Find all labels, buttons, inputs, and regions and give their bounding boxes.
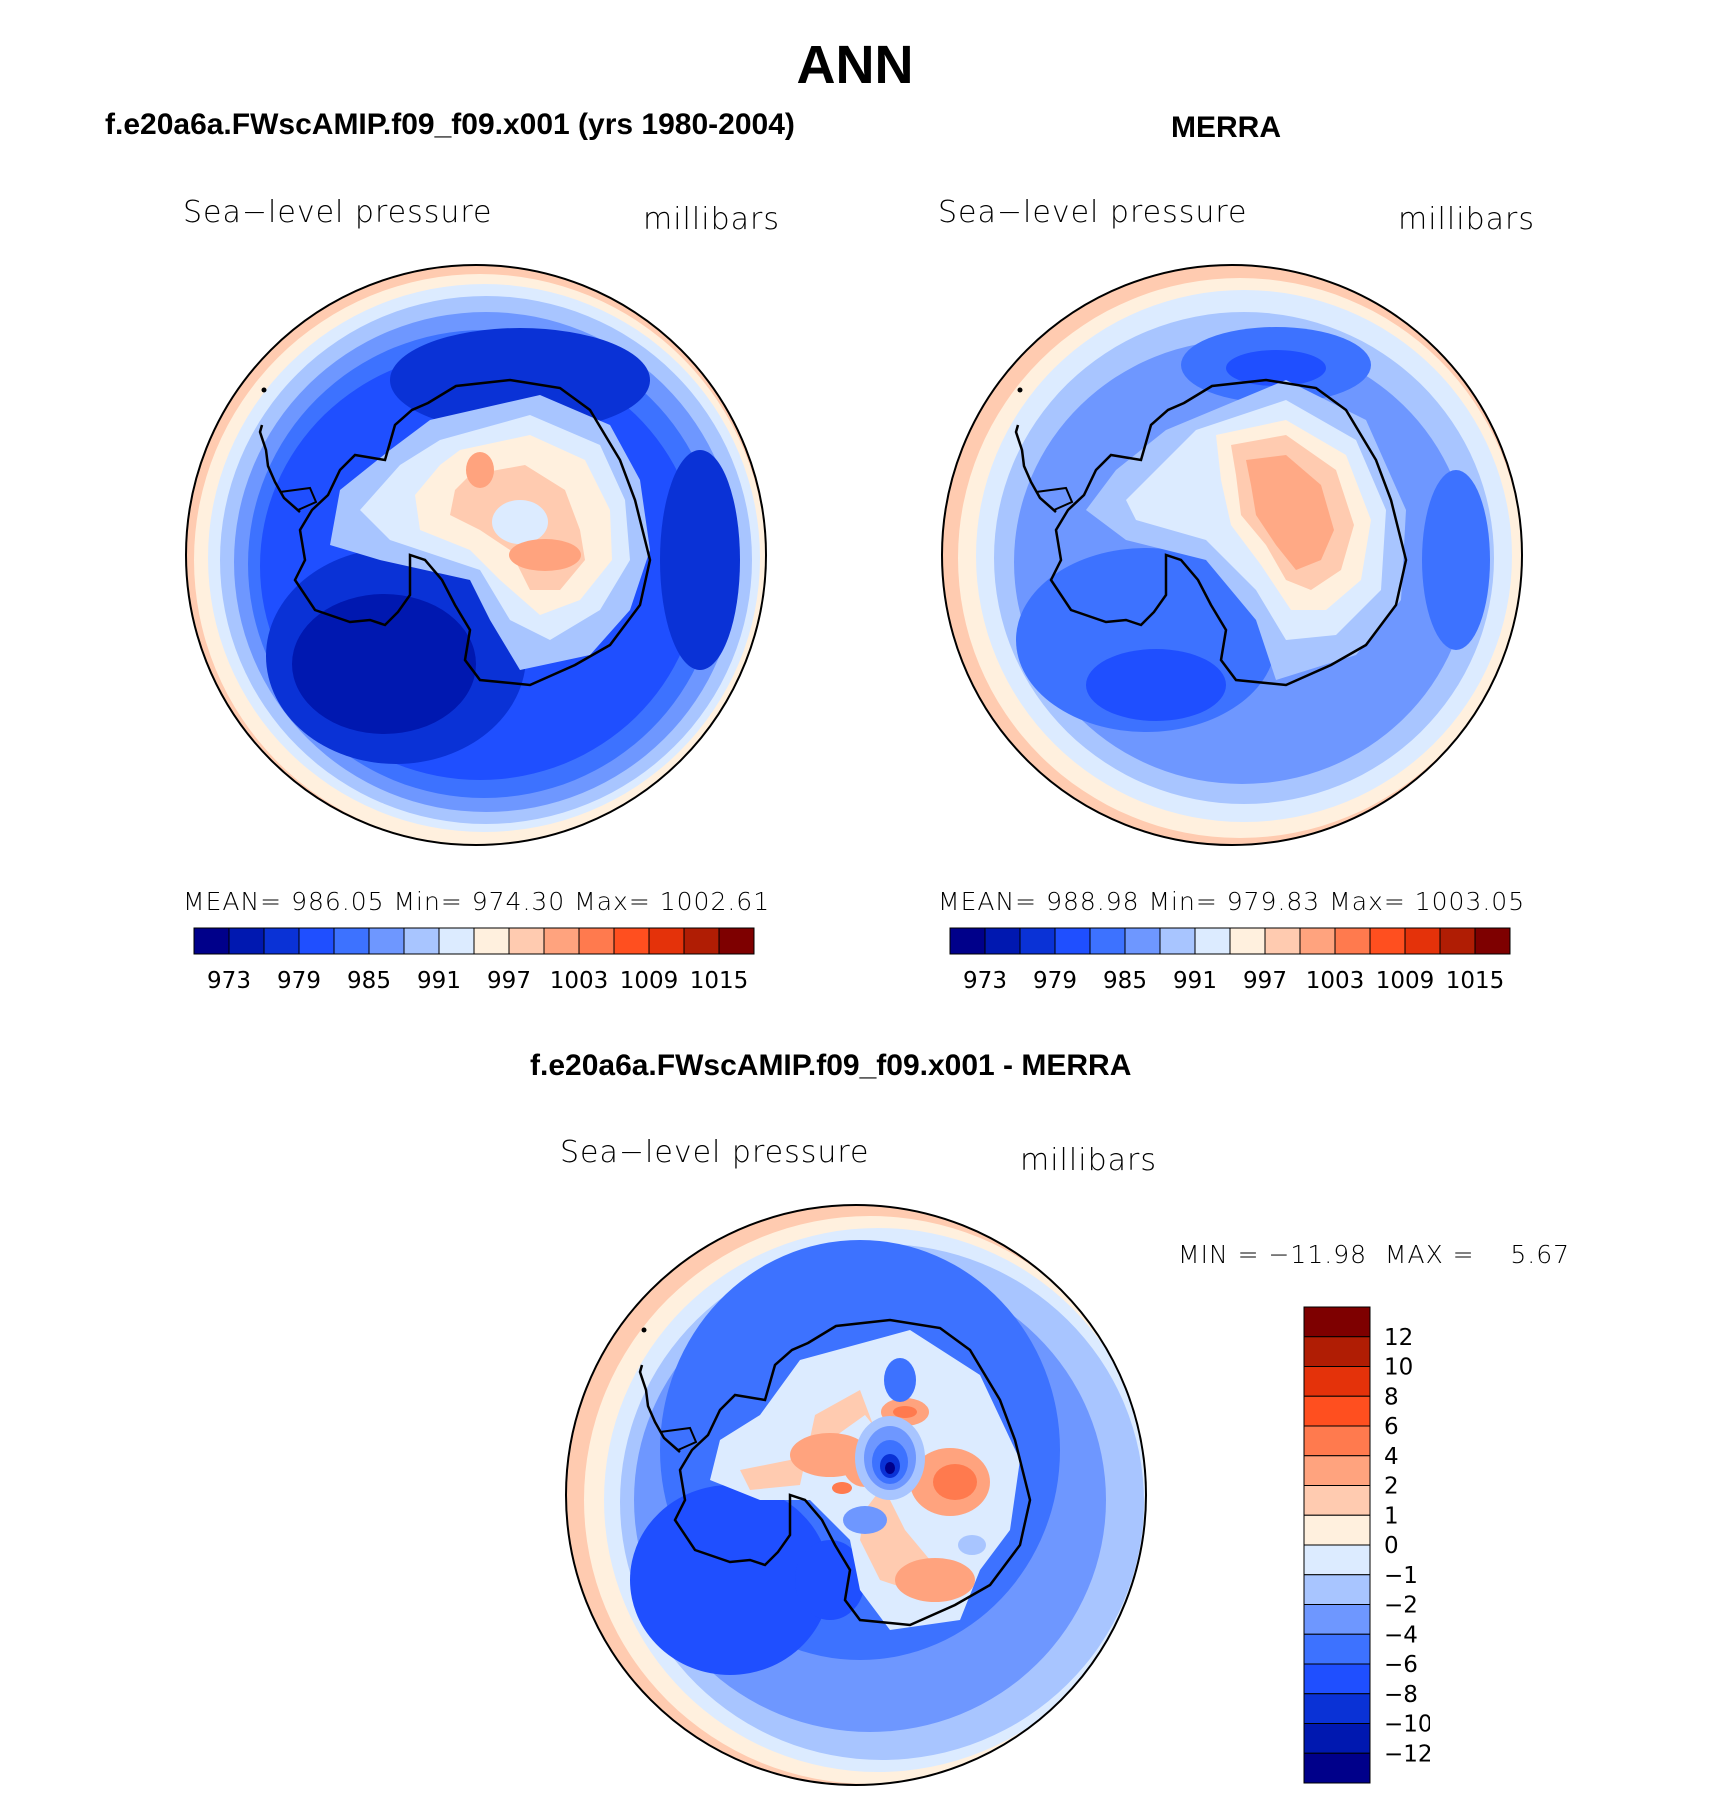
diff-colorbar-swatch (1303, 1574, 1371, 1605)
left-colorbar-swatch (473, 927, 510, 955)
diff-colorbar-tick-label: 8 (1384, 1384, 1399, 1410)
diff-colorbar-swatch (1303, 1633, 1371, 1665)
main-title: ANN (796, 35, 914, 95)
diff-panel-title: f.e20a6a.FWscAMIP.f09_f09.x001 - MERRA (530, 1049, 1132, 1082)
diff-colorbar-swatch (1303, 1604, 1371, 1635)
diff-colorbar-tick-label: −2 (1384, 1593, 1418, 1619)
diff-polar-map (565, 1204, 1147, 1786)
left-colorbar-swatch (298, 927, 335, 955)
left-variable-label: Sea−level pressure (183, 195, 493, 230)
right-colorbar-swatch (1474, 927, 1511, 955)
left-colorbar-swatch (333, 927, 370, 955)
right-colorbar-tick-label: 985 (1103, 968, 1147, 994)
left-colorbar-swatch (438, 927, 475, 955)
right-colorbar-swatch (1334, 927, 1371, 955)
diff-colorbar-tick-label: −8 (1384, 1682, 1418, 1708)
right-colorbar-swatch (1369, 927, 1406, 955)
right-stats: MEAN= 988.98 Min= 979.83 Max= 1003.05 (938, 887, 1526, 916)
right-colorbar-tick-label: 973 (963, 968, 1007, 994)
left-panel-title: f.e20a6a.FWscAMIP.f09_f09.x001 (yrs 1980… (105, 108, 795, 141)
left-colorbar-tick-label: 973 (207, 968, 251, 994)
left-colorbar-swatch (648, 927, 685, 955)
diff-colorbar-tick-label: −10 (1384, 1712, 1430, 1738)
right-panel-title: MERRA (1171, 111, 1281, 144)
right-units-label: millibars (1398, 202, 1535, 237)
right-colorbar-swatch (1439, 927, 1476, 955)
diff-colorbar-swatch (1303, 1395, 1371, 1427)
diff-variable-label: Sea−level pressure (560, 1135, 870, 1170)
right-colorbar-swatch (1054, 927, 1091, 955)
diff-stats: MIN = −11.98 MAX = 5.67 (1178, 1240, 1571, 1269)
diff-colorbar-swatch (1303, 1693, 1371, 1724)
diff-colorbar-swatch (1303, 1336, 1371, 1367)
diff-colorbar-tick-label: −4 (1384, 1622, 1418, 1648)
diff-colorbar-swatch (1303, 1514, 1371, 1546)
diff-units-label: millibars (1020, 1143, 1157, 1178)
right-colorbar-swatch (984, 927, 1021, 955)
right-colorbar-swatch (1194, 927, 1231, 955)
diff-colorbar-tick-label: −1 (1384, 1563, 1418, 1589)
diff-colorbar-swatch (1303, 1485, 1371, 1516)
right-colorbar-swatch (1229, 927, 1266, 955)
left-colorbar-tick-label: 991 (417, 968, 461, 994)
diff-colorbar-swatch (1303, 1723, 1371, 1754)
right-variable-label: Sea−level pressure (938, 195, 1248, 230)
left-colorbar-swatch (368, 927, 405, 955)
left-colorbar-swatch (263, 927, 300, 955)
right-colorbar-swatch (949, 927, 986, 955)
left-polar-map (185, 264, 767, 846)
left-colorbar-tick-label: 979 (277, 968, 321, 994)
right-colorbar-tick-label: 1009 (1376, 968, 1435, 994)
left-colorbar: 973 979 985 991 997 1003 1009 1015 (193, 927, 755, 994)
right-colorbar: 973 979 985 991 997 1003 1009 1015 (949, 927, 1511, 994)
left-colorbar-tick-label: 1015 (690, 968, 749, 994)
left-colorbar-tick-label: 985 (347, 968, 391, 994)
right-colorbar-tick-label: 991 (1173, 968, 1217, 994)
left-colorbar-swatch (683, 927, 720, 955)
left-colorbar-swatch (193, 927, 230, 955)
right-colorbar-tick-label: 979 (1033, 968, 1077, 994)
right-colorbar-tick-label: 997 (1243, 968, 1287, 994)
diff-colorbar-tick-label: 6 (1384, 1414, 1399, 1440)
right-colorbar-swatch (1159, 927, 1196, 955)
left-colorbar-swatch (508, 927, 545, 955)
left-colorbar-swatch (578, 927, 615, 955)
diff-colorbar-tick-label: 10 (1384, 1355, 1413, 1381)
left-colorbar-swatch (403, 927, 440, 955)
left-colorbar-tick-label: 997 (487, 968, 531, 994)
diff-colorbar-swatch (1303, 1752, 1371, 1784)
right-colorbar-swatch (1264, 927, 1301, 955)
left-colorbar-tick-label: 1003 (550, 968, 609, 994)
left-colorbar-swatch (718, 927, 755, 955)
diff-colorbar-tick-label: 1 (1384, 1503, 1399, 1529)
right-colorbar-swatch (1299, 927, 1336, 955)
right-colorbar-tick-label: 1003 (1306, 968, 1365, 994)
left-colorbar-tick-label: 1009 (620, 968, 679, 994)
left-stats: MEAN= 986.05 Min= 974.30 Max= 1002.61 (183, 887, 771, 916)
diff-colorbar-tick-label: −6 (1384, 1652, 1418, 1678)
diff-colorbar-tick-label: 0 (1384, 1533, 1399, 1559)
right-polar-map (941, 264, 1523, 846)
diff-colorbar-swatch (1303, 1425, 1371, 1457)
diff-colorbar-tick-label: 12 (1384, 1325, 1413, 1351)
diff-colorbar-swatch (1303, 1663, 1371, 1695)
diff-colorbar-tick-label: −12 (1384, 1741, 1430, 1767)
diff-colorbar-swatch (1303, 1455, 1371, 1486)
left-colorbar-swatch (228, 927, 265, 955)
diff-colorbar-tick-label: 4 (1384, 1444, 1399, 1470)
right-colorbar-swatch (1089, 927, 1126, 955)
right-colorbar-swatch (1404, 927, 1441, 955)
diff-colorbar-swatch (1303, 1366, 1371, 1397)
diff-colorbar-swatch (1303, 1544, 1371, 1576)
right-colorbar-swatch (1019, 927, 1056, 955)
diff-colorbar-swatch (1303, 1306, 1371, 1338)
left-colorbar-swatch (543, 927, 580, 955)
diff-colorbar-tick-label: 2 (1384, 1474, 1399, 1500)
right-colorbar-tick-label: 1015 (1446, 968, 1505, 994)
right-colorbar-swatch (1124, 927, 1161, 955)
left-units-label: millibars (643, 202, 780, 237)
left-colorbar-swatch (613, 927, 650, 955)
